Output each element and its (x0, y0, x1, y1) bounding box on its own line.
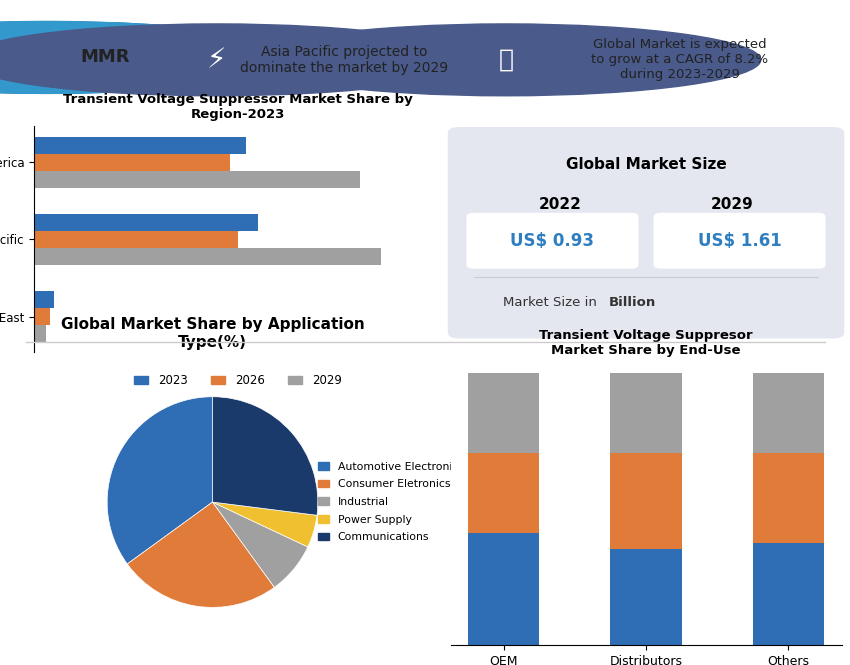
Bar (752, 372, 824, 453)
Bar (34, 154, 230, 171)
Text: ⚡: ⚡ (207, 46, 226, 74)
Text: Market Size in: Market Size in (503, 296, 601, 309)
Text: MMR: MMR (81, 49, 130, 66)
Title: Transient Voltage Suppresor
Market Share by End-Use: Transient Voltage Suppresor Market Share… (539, 329, 753, 356)
Bar (468, 453, 540, 533)
Wedge shape (128, 502, 275, 607)
Bar (468, 372, 540, 453)
Bar (752, 453, 824, 543)
Wedge shape (212, 502, 317, 547)
Legend: Automotive Electronics, Consumer Eletronics, Industrial, Power Supply, Communica: Automotive Electronics, Consumer Eletron… (314, 458, 468, 547)
Circle shape (0, 21, 302, 93)
Bar (34, 291, 54, 308)
Title: Transient Voltage Suppressor Market Share by
Region-2023: Transient Voltage Suppressor Market Shar… (63, 93, 413, 121)
Text: 2022: 2022 (539, 197, 581, 212)
Bar (34, 171, 360, 188)
Title: Global Market Share by Application
Type(%): Global Market Share by Application Type(… (60, 317, 365, 350)
Bar (34, 248, 381, 265)
Bar (610, 549, 682, 645)
Wedge shape (212, 397, 318, 515)
Bar (34, 136, 246, 154)
Bar (752, 543, 824, 645)
Text: US$ 0.93: US$ 0.93 (511, 231, 594, 250)
Bar (468, 533, 540, 645)
Circle shape (0, 21, 302, 93)
FancyBboxPatch shape (654, 213, 825, 269)
Text: 2029: 2029 (711, 197, 753, 212)
Text: US$ 1.61: US$ 1.61 (698, 231, 781, 250)
Text: Billion: Billion (609, 296, 656, 309)
Bar (34, 214, 258, 231)
Text: 🔥: 🔥 (498, 48, 513, 72)
Circle shape (0, 24, 472, 96)
Legend: 2023, 2026, 2029: 2023, 2026, 2029 (129, 369, 347, 392)
Circle shape (251, 24, 761, 96)
Bar (34, 325, 46, 342)
Text: Global Market is expected
to grow at a CAGR of 8.2%
during 2023-2029: Global Market is expected to grow at a C… (592, 39, 768, 81)
FancyBboxPatch shape (448, 127, 844, 338)
Text: Asia Pacific projected to
dominate the market by 2029: Asia Pacific projected to dominate the m… (241, 45, 448, 75)
Text: Global Market Size: Global Market Size (565, 157, 727, 172)
Bar (34, 308, 50, 325)
Bar (610, 372, 682, 453)
FancyBboxPatch shape (467, 213, 638, 269)
Bar (610, 453, 682, 549)
Bar (34, 231, 238, 248)
Wedge shape (107, 397, 212, 564)
Wedge shape (212, 502, 308, 587)
